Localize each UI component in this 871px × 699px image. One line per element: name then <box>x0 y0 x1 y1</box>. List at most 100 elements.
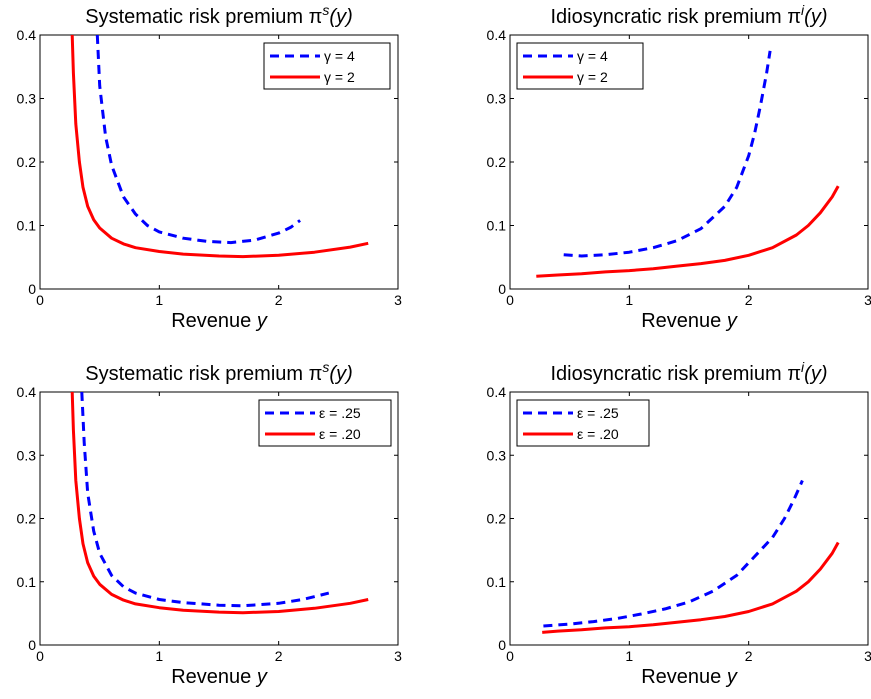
series-line-1 <box>80 392 330 608</box>
chart-title-argument: (y) <box>804 363 827 385</box>
x-axis-label-variable: y <box>725 310 738 332</box>
x-tick-label: 3 <box>394 292 402 308</box>
series-group <box>542 479 840 634</box>
chart-title-symbol: π <box>787 6 801 28</box>
x-axis-label-text: Revenue <box>171 666 257 688</box>
x-axis-label-text: Revenue <box>641 310 727 332</box>
legend-label-1: γ = 4 <box>324 48 355 64</box>
y-tick-label: 0.2 <box>487 511 507 527</box>
x-tick-label: 1 <box>155 648 163 664</box>
x-axis-label-variable: y <box>255 666 268 688</box>
y-tick-label: 0.1 <box>17 218 37 234</box>
series-group <box>70 35 369 259</box>
x-axis-label-text: Revenue <box>171 310 257 332</box>
legend: γ = 4 γ = 2 <box>516 42 644 90</box>
chart-title-argument: (y) <box>329 6 352 28</box>
chart-title-superscript: s <box>322 2 329 18</box>
legend-label-1: ε = .25 <box>577 405 619 421</box>
x-tick-label: 0 <box>506 292 514 308</box>
chart-title: Idiosyncratic risk premium πi(y) <box>551 359 828 385</box>
legend-box <box>516 42 644 90</box>
chart-title-argument: (y) <box>329 363 352 385</box>
y-tick-label: 0.4 <box>17 384 37 400</box>
y-tick-label: 0.3 <box>17 447 37 463</box>
x-axis-label: Revenue y <box>171 310 268 332</box>
x-tick-label: 0 <box>36 292 44 308</box>
x-tick-label: 2 <box>275 648 283 664</box>
chart-title: Systematic risk premium πs(y) <box>85 2 353 28</box>
y-tick-label: 0.2 <box>487 154 507 170</box>
chart-title-symbol: π <box>787 363 801 385</box>
series-line-2 <box>70 35 369 259</box>
chart-panel-1: 0 1 2 3 0 0.1 0.2 0.3 0.4 Systematic risk premium… <box>17 2 403 332</box>
y-tick-label: 0.3 <box>487 447 507 463</box>
legend-label-2: γ = 2 <box>577 69 608 85</box>
x-tick-label: 2 <box>275 292 283 308</box>
legend-box <box>258 399 392 447</box>
series-line-1 <box>95 35 301 245</box>
x-tick-label: 0 <box>506 648 514 664</box>
y-tick-label: 0 <box>28 637 36 653</box>
chart-title-text: Systematic risk premium <box>85 363 308 385</box>
series-line-1 <box>543 479 804 628</box>
chart-title-text: Idiosyncratic risk premium <box>551 363 788 385</box>
chart-title-superscript: s <box>322 359 329 375</box>
chart-title-superscript: i <box>801 2 805 18</box>
legend-label-2: ε = .20 <box>577 426 619 442</box>
y-tick-label: 0.3 <box>487 91 507 107</box>
y-tick-label: 0.4 <box>487 384 507 400</box>
x-tick-label: 3 <box>394 648 402 664</box>
x-tick-label: 1 <box>155 292 163 308</box>
legend-label-2: γ = 2 <box>324 69 355 85</box>
y-tick-label: 0.1 <box>487 218 507 234</box>
x-axis-label-text: Revenue <box>641 666 727 688</box>
legend: γ = 4 γ = 2 <box>263 42 391 90</box>
x-tick-label: 3 <box>864 648 871 664</box>
legend-label-1: ε = .25 <box>319 405 361 421</box>
y-tick-label: 0.1 <box>487 574 507 590</box>
legend: ε = .25 ε = .20 <box>258 399 392 447</box>
legend-box <box>263 42 391 90</box>
series-group <box>70 392 369 615</box>
x-tick-label: 2 <box>745 292 753 308</box>
y-tick-label: 0.2 <box>17 511 37 527</box>
series-group <box>536 50 840 278</box>
x-axis-label: Revenue y <box>641 666 738 688</box>
legend-box <box>516 399 650 447</box>
chart-title-symbol: π <box>309 6 323 28</box>
series-line-1 <box>563 50 772 258</box>
x-axis-label: Revenue y <box>171 666 268 688</box>
legend-label-1: γ = 4 <box>577 48 608 64</box>
x-axis-label-variable: y <box>255 310 268 332</box>
chart-title-text: Idiosyncratic risk premium <box>551 6 788 28</box>
y-tick-label: 0.3 <box>17 91 37 107</box>
x-tick-label: 1 <box>625 648 633 664</box>
chart-title: Idiosyncratic risk premium πi(y) <box>551 2 828 28</box>
chart-title: Systematic risk premium πs(y) <box>85 359 353 385</box>
chart-title-text: Systematic risk premium <box>85 6 308 28</box>
y-tick-label: 0 <box>498 281 506 297</box>
series-line-2 <box>542 541 840 634</box>
chart-title-superscript: i <box>801 359 805 375</box>
y-tick-label: 0 <box>498 637 506 653</box>
chart-title-symbol: π <box>309 363 323 385</box>
y-tick-label: 0.1 <box>17 574 37 590</box>
y-tick-label: 0.2 <box>17 154 37 170</box>
series-line-2 <box>70 392 369 615</box>
x-axis-label: Revenue y <box>641 310 738 332</box>
legend-label-2: ε = .20 <box>319 426 361 442</box>
legend: ε = .25 ε = .20 <box>516 399 650 447</box>
y-tick-label: 0.4 <box>487 27 507 43</box>
y-tick-label: 0.4 <box>17 27 37 43</box>
chart-panel-2: 0 1 2 3 0 0.1 0.2 0.3 0.4 Idiosyncratic risk prem… <box>487 2 871 332</box>
chart-title-argument: (y) <box>804 6 827 28</box>
x-tick-label: 0 <box>36 648 44 664</box>
x-tick-label: 3 <box>864 292 871 308</box>
x-axis-label-variable: y <box>725 666 738 688</box>
chart-panel-4: 0 1 2 3 0 0.1 0.2 0.3 0.4 Idiosyncratic risk prem… <box>487 359 871 688</box>
series-line-2 <box>536 185 840 278</box>
y-tick-label: 0 <box>28 281 36 297</box>
x-tick-label: 2 <box>745 648 753 664</box>
